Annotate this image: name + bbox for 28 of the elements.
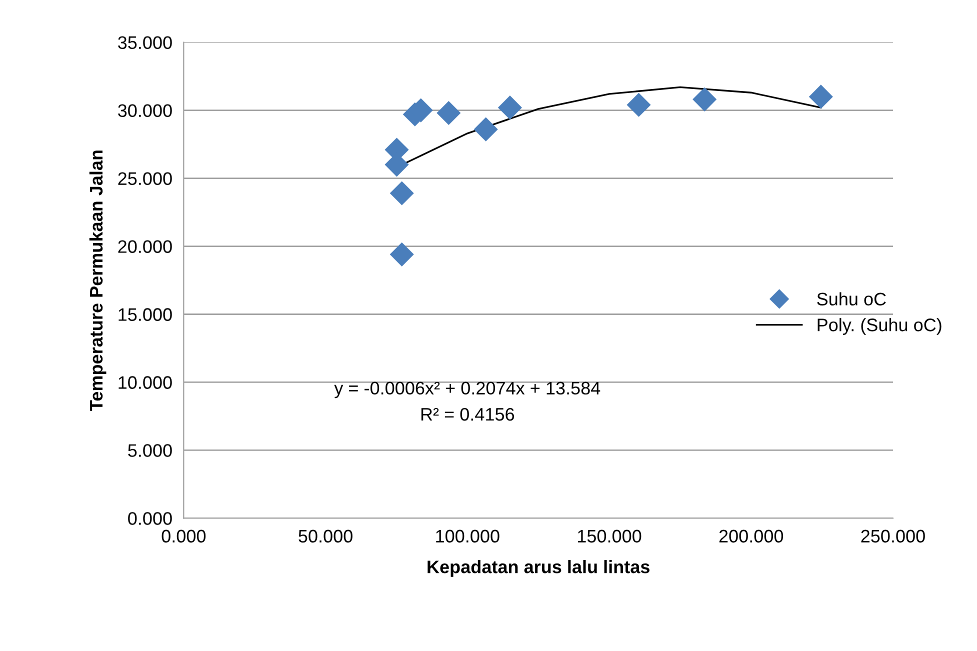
point bbox=[498, 96, 522, 120]
annotation: y = -0.0006x² + 0.2074x + 13.584 bbox=[334, 382, 600, 398]
x-tick-label: 0.000 bbox=[162, 530, 206, 543]
y-tick-label: 25.000 bbox=[118, 172, 172, 185]
y-axis-title: Temperature Permukaan Jalan bbox=[89, 150, 106, 411]
x-tick-label: 200.000 bbox=[719, 530, 784, 543]
point bbox=[390, 242, 414, 266]
y-tick-label: 15.000 bbox=[118, 308, 172, 321]
x-tick-label: 100.000 bbox=[436, 530, 500, 543]
y-tick-label: 20.000 bbox=[118, 240, 172, 253]
y-tick-label: 5.000 bbox=[128, 444, 172, 457]
x-tick-label: 250.000 bbox=[861, 530, 925, 543]
y-tick-label: 35.000 bbox=[118, 36, 172, 50]
point bbox=[474, 117, 498, 142]
legend-label: Suhu oC bbox=[817, 292, 886, 306]
annotation: R² = 0.4156 bbox=[421, 408, 514, 421]
y-tick-label: 0.000 bbox=[128, 512, 172, 525]
y-tick-label: 30.000 bbox=[118, 104, 172, 118]
point bbox=[436, 100, 461, 126]
legend-label: Poly. (Suhu oC) bbox=[818, 318, 942, 335]
x-tick-label: 150.000 bbox=[578, 530, 642, 543]
y-tick-label: 10.000 bbox=[118, 376, 172, 389]
point bbox=[390, 181, 414, 206]
point bbox=[692, 87, 717, 112]
x-tick-label: 50.000 bbox=[298, 530, 352, 543]
point bbox=[808, 84, 833, 109]
point bbox=[626, 92, 651, 117]
x-axis-title: Kepadatan arus lalu lintas bbox=[428, 560, 650, 577]
